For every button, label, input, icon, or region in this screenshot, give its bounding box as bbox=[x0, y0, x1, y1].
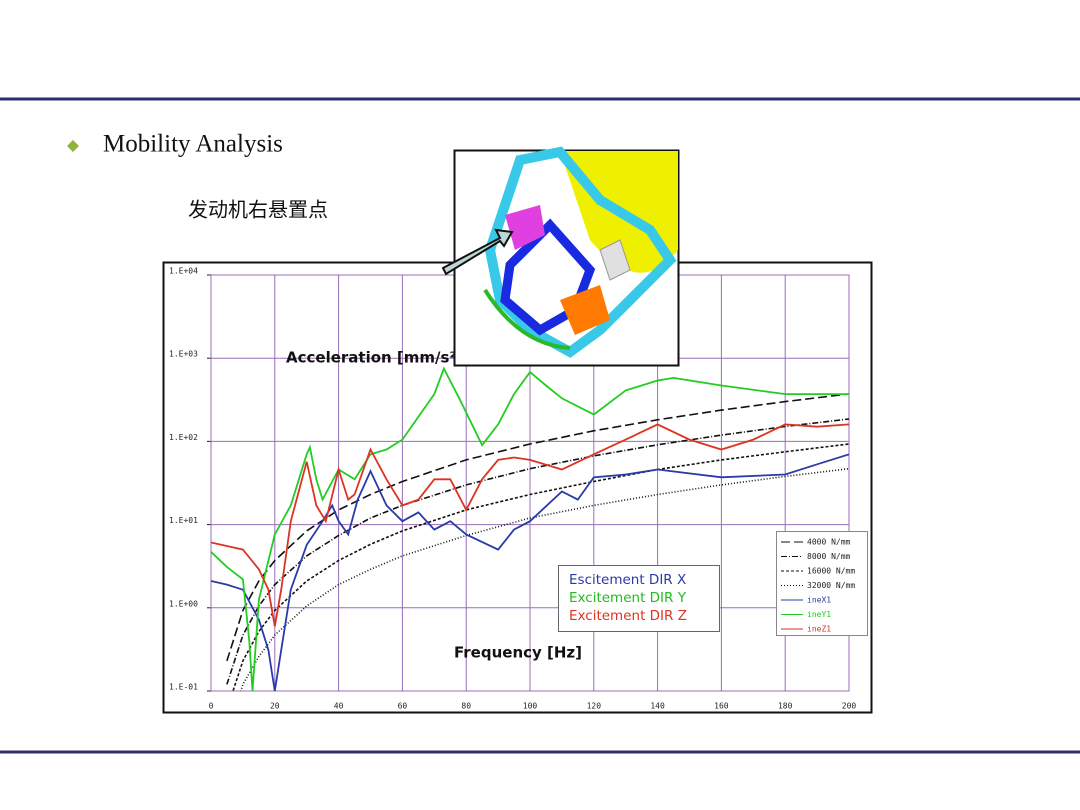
series-line bbox=[211, 453, 849, 691]
x-axis-label: Frequency [Hz] bbox=[454, 644, 582, 662]
direction-legend: Escitement DIR X Excitement DIR Y Exciteme… bbox=[558, 565, 720, 632]
series-line bbox=[211, 366, 849, 691]
legend-box bbox=[776, 531, 868, 636]
x-tick-label: 100 bbox=[523, 702, 538, 711]
y-tick-label: 1.E+01 bbox=[169, 516, 198, 525]
y-tick-label: 1.E+04 bbox=[169, 267, 198, 276]
subtitle: 发动机右悬置点 bbox=[188, 198, 328, 222]
legend-label: ineY1 bbox=[807, 610, 831, 619]
x-tick-label: 60 bbox=[398, 702, 408, 711]
x-tick-label: 140 bbox=[650, 702, 665, 711]
y-tick-label: 1.E+02 bbox=[169, 433, 198, 442]
legend: 4000 N/mm 8000 N/mm 16000 N/mm 32000 N/mm in… bbox=[776, 531, 868, 636]
legend-label: 16000 N/mm bbox=[807, 567, 855, 576]
x-tick-label: 0 bbox=[209, 702, 214, 711]
series-line bbox=[226, 418, 849, 685]
legend-label: ineZ1 bbox=[807, 625, 831, 634]
x-tick-label: 200 bbox=[842, 702, 857, 711]
legend-label: 8000 N/mm bbox=[807, 552, 851, 561]
x-tick-label: 160 bbox=[714, 702, 729, 711]
direction-label: Excitement DIR Z bbox=[569, 608, 687, 624]
legend-label: 32000 N/mm bbox=[807, 581, 855, 590]
direction-label: Escitement DIR X bbox=[569, 572, 686, 588]
bullet-icon bbox=[67, 140, 79, 152]
x-tick-label: 120 bbox=[587, 702, 602, 711]
series-line bbox=[232, 443, 849, 691]
series-line bbox=[226, 393, 849, 662]
x-tick-label: 80 bbox=[461, 702, 471, 711]
y-tick-label: 1.E+00 bbox=[169, 599, 198, 608]
x-tick-label: 40 bbox=[334, 702, 344, 711]
lines bbox=[211, 366, 849, 691]
inset-image bbox=[441, 146, 680, 367]
series-line bbox=[211, 423, 849, 627]
legend-label: 4000 N/mm bbox=[807, 538, 851, 547]
bullet-text: Mobility Analysis bbox=[103, 131, 283, 158]
y-tick-label: 1.E-01 bbox=[169, 683, 198, 692]
x-tick-label: 180 bbox=[778, 702, 793, 711]
y-tick-label: 1.E+03 bbox=[169, 350, 198, 359]
direction-label: Excitement DIR Y bbox=[569, 590, 687, 606]
legend-label: ineX1 bbox=[807, 596, 831, 605]
direction-box bbox=[558, 565, 720, 632]
x-tick-label: 20 bbox=[270, 702, 280, 711]
y-axis-label: Acceleration [mm/s²] bbox=[286, 349, 463, 367]
series-line bbox=[239, 467, 849, 691]
